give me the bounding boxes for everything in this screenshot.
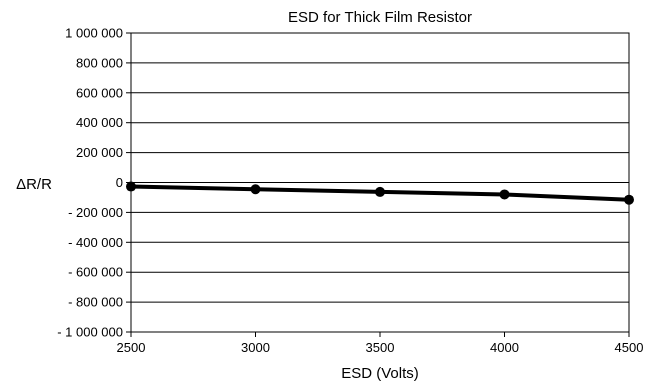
y-tick-label: - 600 000 xyxy=(68,265,123,280)
x-tick-label: 3500 xyxy=(366,340,395,355)
data-point xyxy=(126,181,136,192)
x-tick-label: 4500 xyxy=(615,340,644,355)
y-tick-label: 600 000 xyxy=(76,85,123,100)
y-tick-label: 1 000 000 xyxy=(65,26,123,41)
x-tick-label: 3000 xyxy=(241,340,270,355)
data-point xyxy=(499,189,510,200)
grid-lines xyxy=(131,32,629,333)
data-point xyxy=(250,184,261,195)
y-axis-tick-labels: 1 000 000 800 000 600 000 400 000 200 000 0 - … xyxy=(57,26,131,340)
y-tick-label: 800 000 xyxy=(76,55,123,70)
y-tick-label: - 400 000 xyxy=(68,235,123,250)
x-tick-label: 2500 xyxy=(117,340,146,355)
y-tick-label: 200 000 xyxy=(76,145,123,160)
data-point xyxy=(624,194,634,205)
y-tick-label: 400 000 xyxy=(76,115,123,130)
x-axis-tick-labels: 2500 3000 3500 4000 4500 xyxy=(117,332,644,355)
data-series xyxy=(126,181,634,205)
chart-title: ESD for Thick Film Resistor xyxy=(288,9,472,26)
y-tick-label: - 800 000 xyxy=(68,295,123,310)
x-tick-label: 4000 xyxy=(490,340,519,355)
y-tick-label: - 1 000 000 xyxy=(57,325,123,340)
y-tick-label: - 200 000 xyxy=(68,205,123,220)
data-point xyxy=(375,186,385,197)
y-tick-label: 0 xyxy=(116,175,123,190)
x-axis-label: ESD (Volts) xyxy=(341,365,419,382)
y-axis-label: ΔR/R xyxy=(16,176,52,193)
